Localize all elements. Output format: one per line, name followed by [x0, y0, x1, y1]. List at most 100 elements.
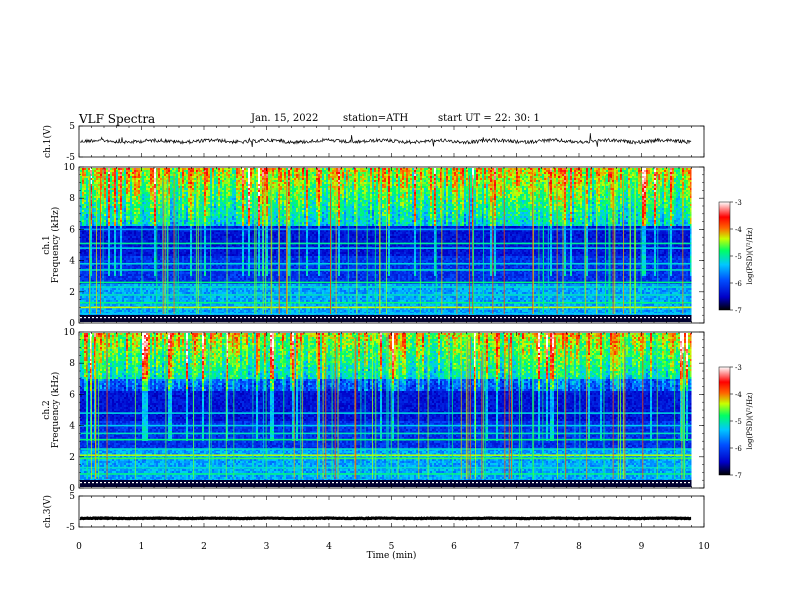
y-tick-label: 2 [69, 288, 75, 298]
sferic-streak [301, 337, 303, 479]
sferic-streak [167, 175, 169, 314]
sferic-streak [335, 177, 337, 314]
low-band [80, 480, 692, 487]
sferic-streak [387, 333, 389, 479]
sferic-streak [532, 168, 534, 314]
y-tick-label: 5 [69, 122, 75, 132]
sferic-streak [585, 184, 587, 314]
sferic-streak [379, 170, 381, 314]
sferic-streak [574, 345, 576, 479]
sferic-streak [173, 172, 175, 314]
y-axis-label: ch.3(V) [42, 495, 53, 528]
emission-line [80, 454, 692, 457]
sferic-streak [265, 187, 267, 314]
y-tick-label: 8 [69, 359, 75, 369]
sferic-streak [547, 176, 549, 314]
sferic-streak [298, 169, 300, 314]
emission-line [80, 286, 692, 288]
spectrogram-2 [80, 333, 703, 487]
sferic-streak [283, 340, 285, 479]
sferic-streak [177, 184, 179, 314]
sferic-streak [609, 177, 611, 314]
emission-line [80, 457, 692, 460]
sferic-streak [262, 178, 264, 314]
sferic-streak [165, 343, 167, 479]
sferic-streak [620, 338, 621, 479]
sferic-streak [356, 173, 358, 314]
sferic-streak [90, 336, 92, 479]
colorbar-tick-label: -3 [735, 199, 742, 207]
sferic-streak [562, 179, 564, 314]
sferic-streak [106, 333, 108, 479]
y-tick-label: 4 [69, 422, 75, 432]
sferic-streak [262, 351, 264, 479]
y-axis-label: ch.1(V) [42, 125, 53, 158]
sferic-streak [504, 349, 506, 479]
emission-line [80, 294, 692, 296]
sferic-streak [629, 185, 631, 314]
sferic-streak [435, 170, 437, 314]
sferic-streak [603, 340, 605, 479]
colorbar-tick-label: -4 [735, 226, 742, 234]
colorbar-tick-label: -3 [735, 364, 742, 372]
colorbar-tick-label: -5 [735, 418, 742, 426]
sferic-streak [579, 338, 581, 479]
sferic-streak [682, 352, 684, 479]
emission-line [80, 312, 692, 315]
sferic-streak [623, 174, 624, 314]
sferic-streak [617, 336, 619, 479]
sferic-streak [682, 178, 684, 314]
sferic-streak [469, 336, 471, 479]
sferic-streak [596, 178, 598, 314]
colorbar-1 [718, 201, 731, 311]
plot-title: VLF Spectra [79, 112, 155, 126]
sferic-streak [193, 350, 195, 479]
sferic-streak [565, 338, 567, 479]
sferic-streak [200, 175, 202, 314]
sferic-streak [134, 347, 136, 479]
emission-line [80, 242, 692, 245]
x-tick-label: 9 [639, 542, 645, 552]
sferic-streak [683, 347, 685, 479]
sferic-streak [364, 340, 366, 479]
sferic-streak [386, 336, 388, 479]
sferic-streak [166, 179, 168, 314]
sferic-streak [289, 175, 291, 314]
sferic-streak [162, 177, 164, 314]
low-band [80, 315, 692, 322]
sferic-streak [102, 169, 104, 314]
sferic-streak [656, 340, 658, 479]
sferic-streak [622, 349, 624, 479]
sferic-streak [226, 182, 228, 314]
sferic-streak [586, 339, 588, 479]
sferic-streak [481, 350, 483, 479]
y-tick-label: 6 [69, 225, 75, 235]
emission-line [80, 473, 692, 475]
y-tick-label: 5 [69, 492, 75, 502]
sferic-streak [657, 174, 659, 314]
frequency-axis-label: Frequency (kHz) [50, 372, 61, 449]
sferic-streak [482, 335, 484, 479]
sferic-streak [484, 345, 486, 479]
waveform-trace-3 [79, 515, 692, 521]
sferic-streak [317, 333, 319, 479]
emission-line [80, 412, 692, 414]
sferic-streak [503, 174, 505, 314]
sferic-streak [354, 337, 356, 479]
sferic-streak [347, 169, 349, 314]
sferic-streak [482, 176, 484, 314]
sferic-streak [532, 350, 533, 479]
emission-line [80, 432, 692, 435]
y-tick-label: -5 [66, 153, 75, 163]
sferic-streak [293, 349, 295, 479]
sferic-streak [668, 168, 670, 314]
sferic-streak [270, 179, 272, 314]
sferic-streak [337, 342, 339, 479]
start-time-label: start UT = 22: 30: 1 [438, 113, 540, 124]
sferic-streak [265, 335, 267, 479]
sferic-streak [542, 340, 544, 479]
x-tick-label: 2 [201, 542, 207, 552]
sferic-streak [604, 175, 606, 314]
sferic-streak [210, 186, 212, 314]
